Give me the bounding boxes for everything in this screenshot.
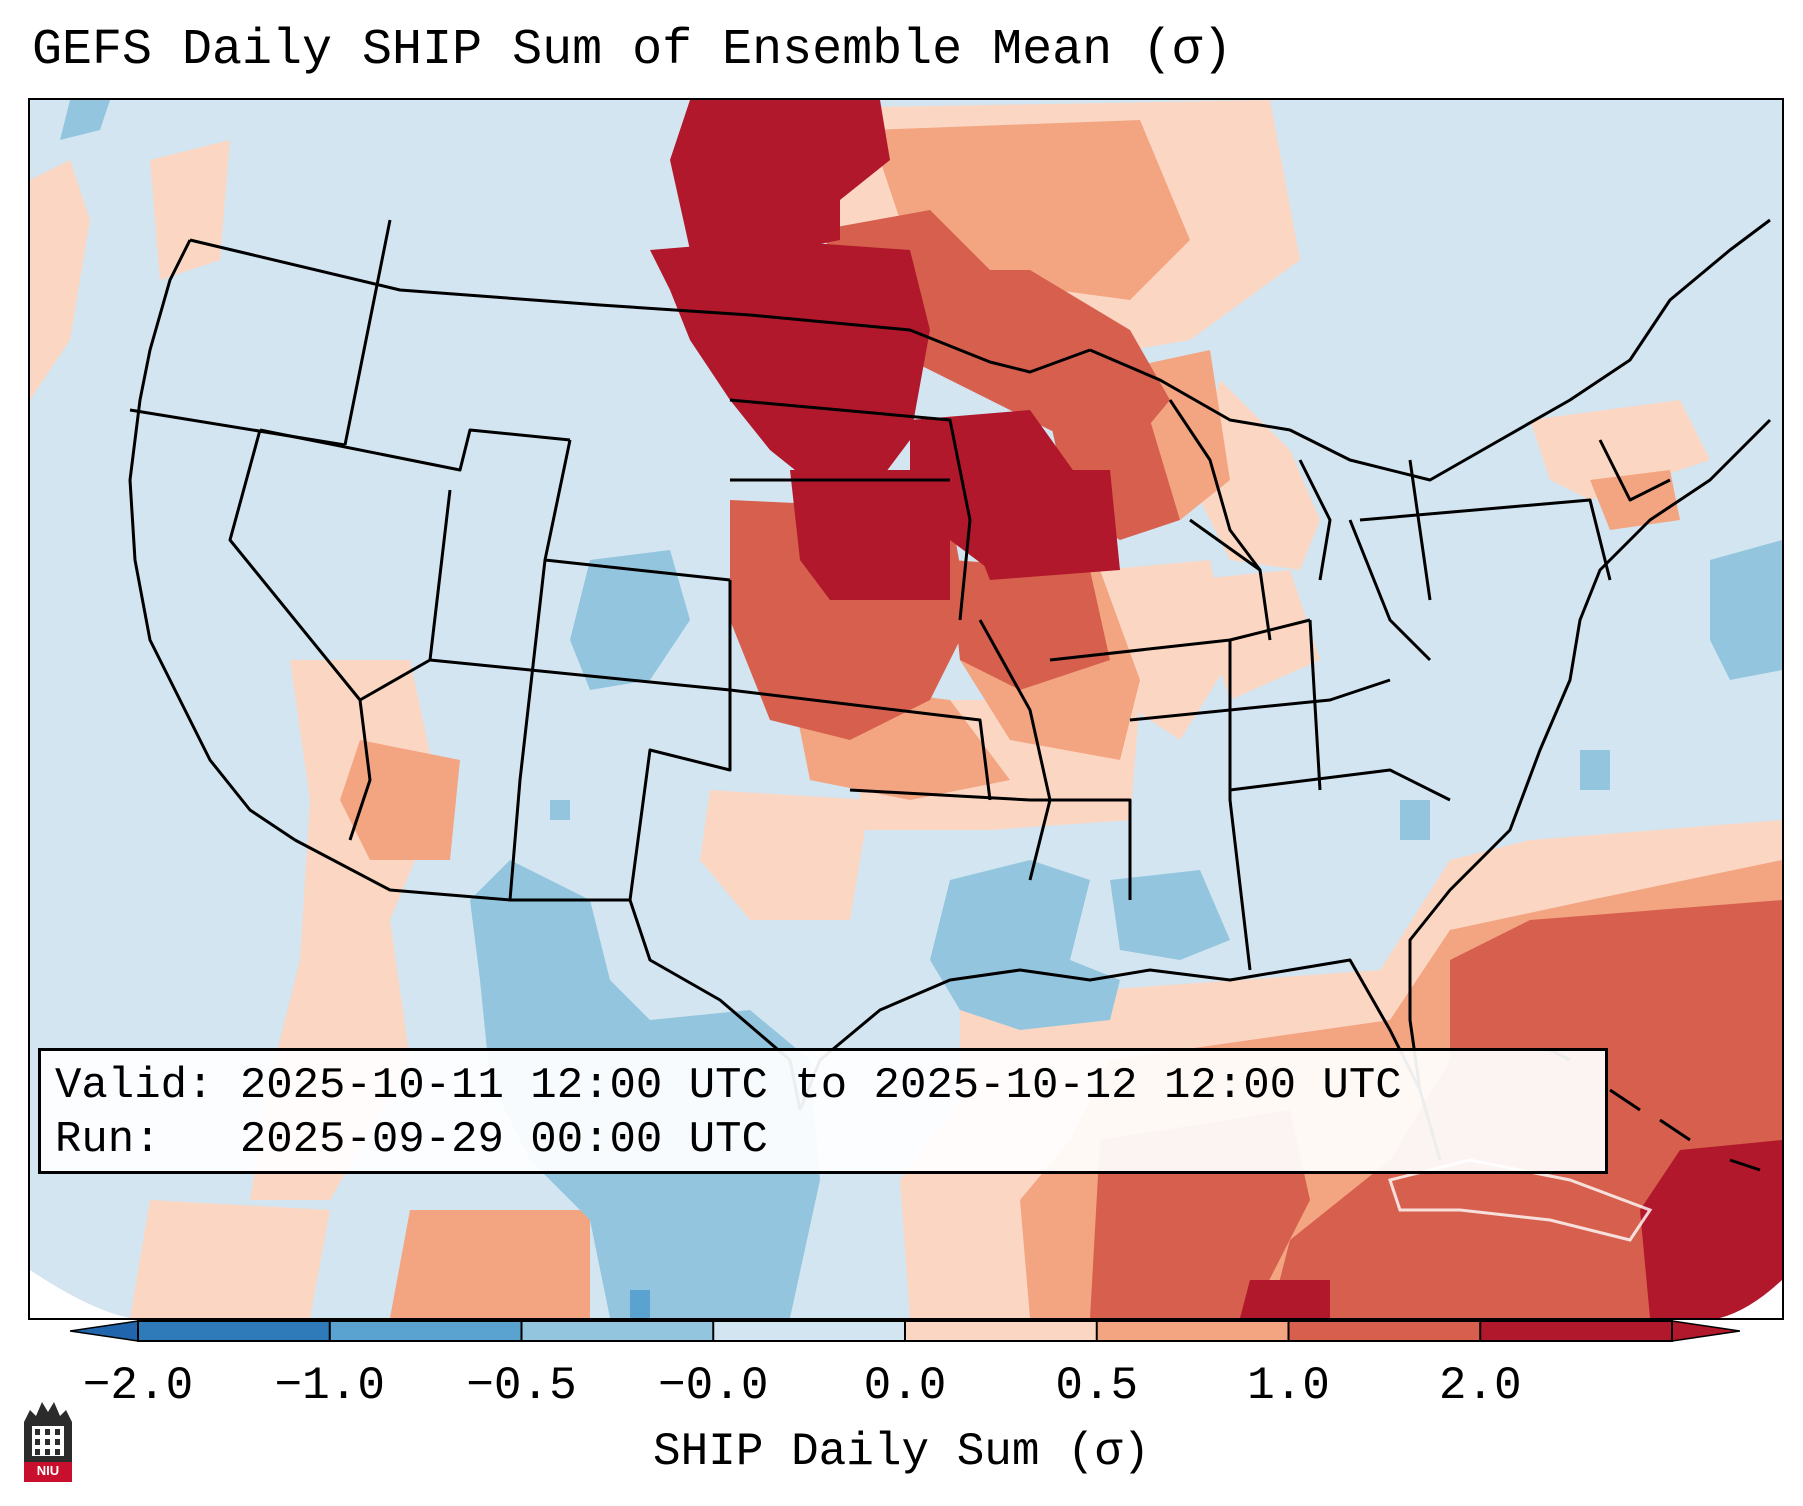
projection-edge-left [30,1270,130,1318]
colorbar-tick-label: 0.0 [863,1360,947,1412]
colorbar-segment [521,1321,714,1341]
colorbar-segment [1096,1321,1289,1341]
niu-logo-text: NIU [36,1463,60,1478]
colorbar [70,1320,1740,1342]
political-boundaries [128,218,1772,1161]
colorbar-tick-label: 1.0 [1247,1360,1330,1412]
colorbar-segment [138,1321,331,1341]
colorbar-tick-label: 2.0 [1438,1360,1522,1412]
niu-logo: NIU [20,1392,76,1484]
run-value: 2025-09-29 00:00 UTC [239,1115,768,1165]
valid-run-info-box: Valid: 2025-10-11 12:00 UTC to 2025-10-1… [38,1048,1608,1174]
valid-label: Valid: [55,1061,214,1111]
colorbar-segment [713,1321,906,1341]
map-title: GEFS Daily SHIP Sum of Ensemble Mean (σ) [32,22,1233,79]
colorbar-tick-label: −0.0 [658,1360,769,1412]
colorbar-tick-label: −1.0 [274,1360,385,1412]
colorbar-label: SHIP Daily Sum (σ) [653,1426,1150,1478]
colorbar-tick-label: −0.5 [466,1360,577,1412]
colorbar-segment [1288,1321,1481,1341]
colorbar-tick-label: −2.0 [82,1360,194,1412]
colorbar-over-arrow [1671,1320,1740,1342]
anomaly-extreme-positive [650,100,1782,1318]
run-label: Run: [55,1115,161,1165]
colorbar-under-arrow [70,1320,139,1342]
valid-value: 2025-10-11 12:00 UTC to 2025-10-12 12:00… [239,1061,1402,1111]
colorbar-tick-label: 0.5 [1055,1360,1139,1412]
niu-building-icon [24,1402,72,1482]
colorbar-segment [329,1321,522,1341]
projection-edge-right [1720,1280,1782,1318]
colorbar-segment [905,1321,1098,1341]
colorbar-segment [1480,1321,1673,1341]
anomaly-high-negative [630,1290,650,1318]
